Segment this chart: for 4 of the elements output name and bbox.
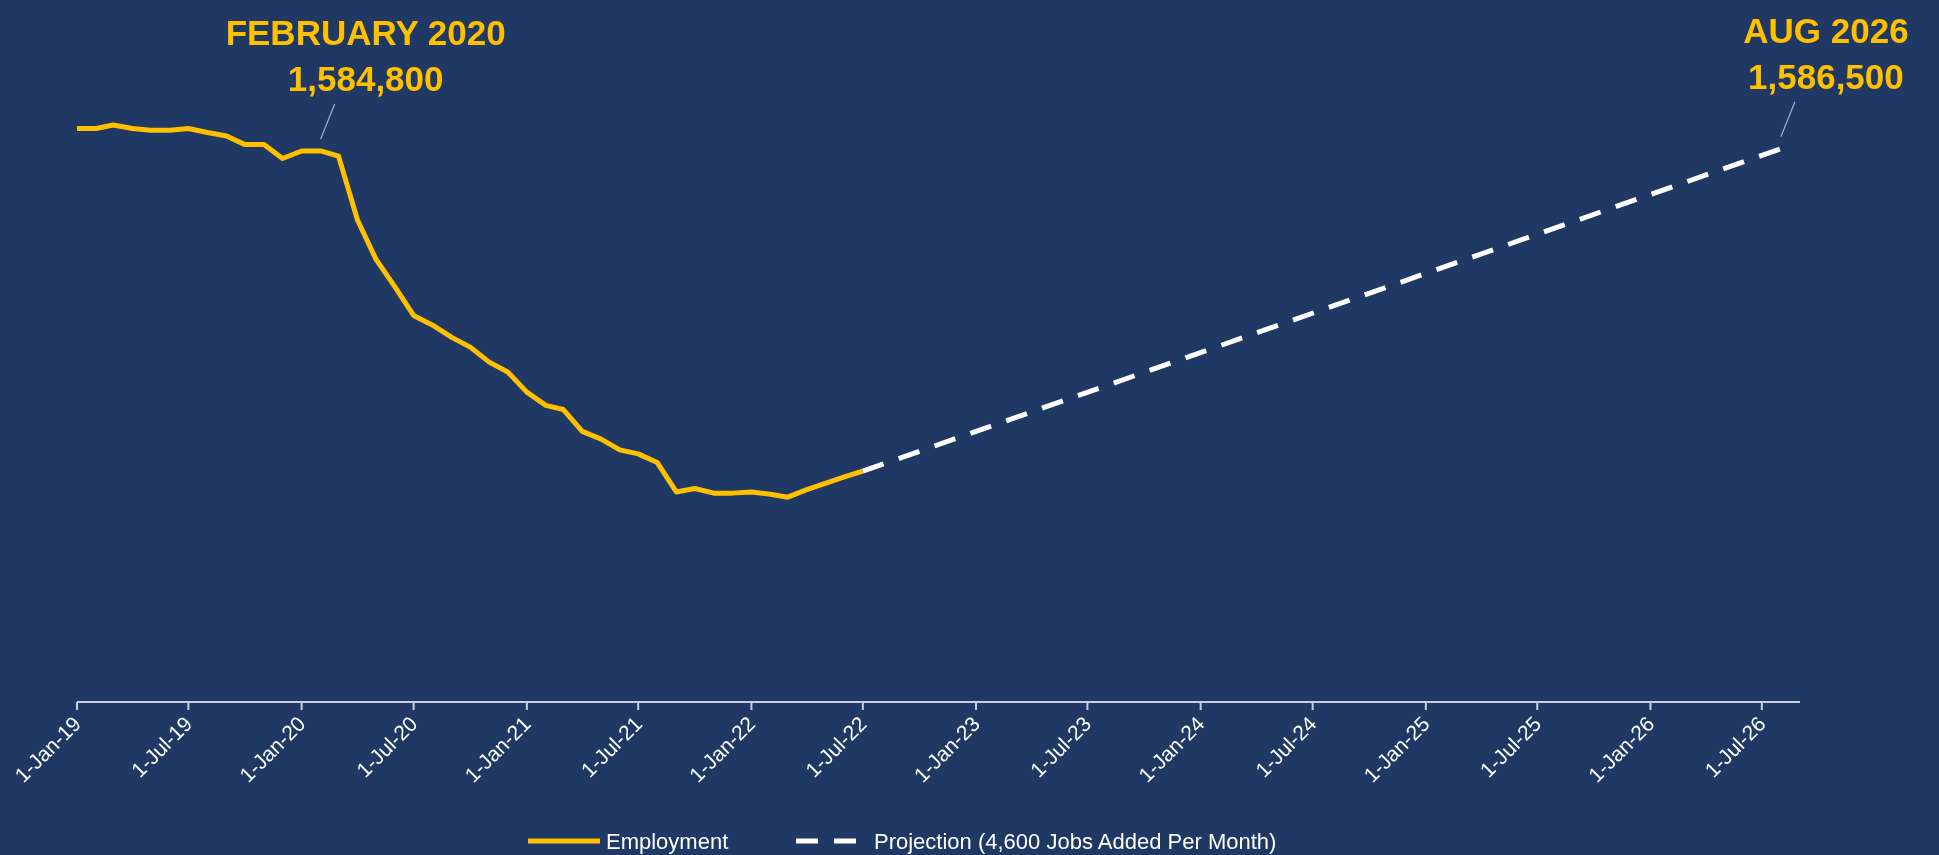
legend-label: Projection (4,600 Jobs Added Per Month) [874,829,1277,854]
legend-label: Employment [606,829,729,854]
annotation: AUG 2026 1,586,500 [1743,10,1909,96]
annotation: FEBRUARY 2020 1,584,800 [225,12,506,98]
